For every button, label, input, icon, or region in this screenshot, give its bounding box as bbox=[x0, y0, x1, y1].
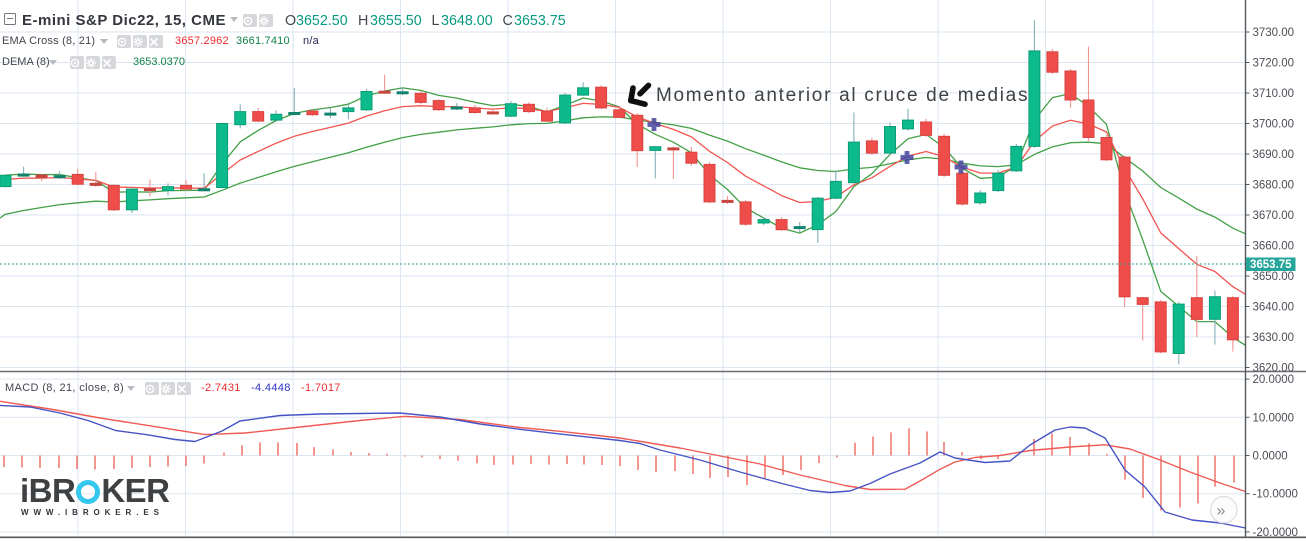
svg-text:3730.00: 3730.00 bbox=[1253, 27, 1295, 39]
svg-text:-20.0000: -20.0000 bbox=[1253, 527, 1298, 539]
svg-text:-10.0000: -10.0000 bbox=[1253, 489, 1298, 501]
svg-text:10.0000: 10.0000 bbox=[1253, 412, 1295, 424]
svg-text:3620.00: 3620.00 bbox=[1253, 363, 1295, 375]
svg-text:3700.00: 3700.00 bbox=[1253, 119, 1295, 131]
svg-text:3720.00: 3720.00 bbox=[1253, 58, 1295, 70]
svg-text:3690.00: 3690.00 bbox=[1253, 149, 1295, 161]
svg-text:3670.00: 3670.00 bbox=[1253, 210, 1295, 222]
svg-text:3650.00: 3650.00 bbox=[1253, 271, 1295, 283]
svg-text:3710.00: 3710.00 bbox=[1253, 88, 1295, 100]
svg-text:20.0000: 20.0000 bbox=[1253, 374, 1295, 386]
svg-text:0.0000: 0.0000 bbox=[1253, 451, 1288, 463]
svg-text:3653.75: 3653.75 bbox=[1250, 259, 1292, 271]
svg-text:3630.00: 3630.00 bbox=[1253, 332, 1295, 344]
svg-text:Momento anterior al cruce de m: Momento anterior al cruce de medias bbox=[656, 85, 1029, 106]
svg-text:3660.00: 3660.00 bbox=[1253, 241, 1295, 253]
svg-text:»: » bbox=[1217, 503, 1226, 520]
svg-text:3640.00: 3640.00 bbox=[1253, 302, 1295, 314]
svg-text:3680.00: 3680.00 bbox=[1253, 180, 1295, 192]
